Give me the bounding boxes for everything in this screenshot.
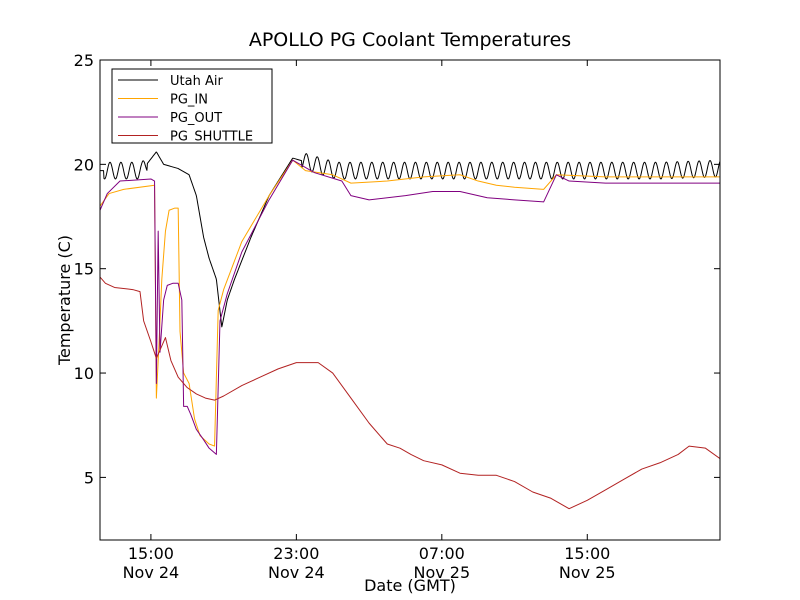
x-tick-label-time: 15:00 <box>128 544 174 563</box>
y-tick-label: 5 <box>84 468 94 487</box>
series-line-pg-in <box>100 159 720 447</box>
legend-label: Utah Air <box>170 74 223 89</box>
x-tick-label-time: 15:00 <box>564 544 610 563</box>
x-tick-label-time: 23:00 <box>273 544 319 563</box>
legend: Utah Air PG_IN PG_OUT PG_SHUTTLE <box>111 68 273 145</box>
x-tick-label-date: Nov 25 <box>559 563 616 582</box>
legend-label: PG_IN <box>170 93 208 108</box>
y-tick-label: 10 <box>74 364 94 383</box>
legend-box <box>111 68 273 144</box>
plot-frame <box>99 59 721 541</box>
x-tick-label-date: Nov 24 <box>268 563 325 582</box>
x-axis-label: Date (GMT) <box>364 576 456 595</box>
legend-label: PG_SHUTTLE <box>170 130 253 145</box>
y-axis-label: Temperature (C) <box>55 235 74 366</box>
series-line-utah-air <box>100 151 720 328</box>
y-tick-label: 20 <box>74 155 94 174</box>
x-tick-label-date: Nov 25 <box>413 563 470 582</box>
chart-title: APOLLO PG Coolant Temperatures <box>249 29 571 51</box>
x-tick-label-time: 07:00 <box>419 544 465 563</box>
legend-label: PG_OUT <box>170 111 222 126</box>
series-line-pg-out <box>100 159 720 455</box>
y-tick-label: 15 <box>74 260 94 279</box>
x-tick-label-date: Nov 24 <box>123 563 180 582</box>
y-tick-label: 25 <box>74 51 94 70</box>
series-line-pg-shuttle <box>100 276 720 510</box>
